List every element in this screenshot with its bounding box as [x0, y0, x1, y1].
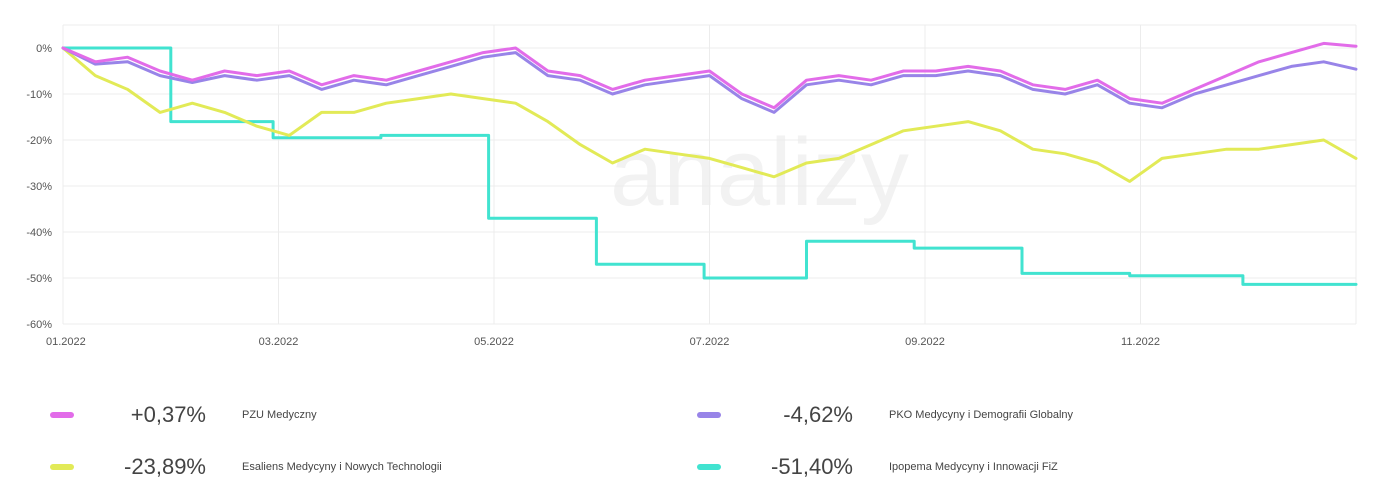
y-tick-label: -20% — [26, 135, 52, 147]
legend-value: -4,62% — [783, 402, 853, 427]
x-tick-label: 07.2022 — [690, 336, 730, 348]
x-tick-label: 01.2022 — [46, 336, 86, 348]
legend-swatch — [50, 464, 74, 470]
x-tick-label: 11.2022 — [1121, 336, 1160, 348]
x-tick-label: 09.2022 — [905, 336, 945, 348]
x-tick-label: 05.2022 — [474, 336, 514, 348]
y-tick-label: -60% — [26, 319, 52, 331]
y-tick-label: 0% — [36, 43, 52, 55]
legend-value: -51,40% — [771, 454, 853, 479]
legend-item-pko[interactable]: -4,62% PKO Medycyny i Demografii Globaln… — [697, 400, 1297, 430]
legend-item-ipopema[interactable]: -51,40% Ipopema Medycyny i Innowacji FiZ — [697, 452, 1297, 482]
line-chart: analizy 0%-10%-20%-30%-40%-50%-60% 01.20… — [26, 24, 1358, 348]
legend-item-esaliens[interactable]: -23,89% Esaliens Medycyny i Nowych Techn… — [50, 452, 650, 482]
legend-swatch — [697, 464, 721, 470]
series-line-3 — [61, 46, 1358, 286]
series-line-2 — [61, 46, 1358, 183]
legend-swatch — [50, 412, 74, 418]
y-tick-label: -40% — [26, 227, 52, 239]
x-tick-label: 03.2022 — [259, 336, 299, 348]
series-line-0 — [61, 41, 1358, 110]
y-tick-label: -50% — [26, 273, 52, 285]
legend-label: PZU Medyczny — [242, 409, 317, 421]
legend-item-pzu[interactable]: +0,37% PZU Medyczny — [50, 400, 650, 430]
y-axis: 0% -10% -20% -30% -40% -50% -60% — [26, 43, 52, 331]
series-line-1 — [61, 46, 1358, 114]
x-axis: 01.2022 03.2022 05.2022 07.2022 09.2022 11.20… — [46, 336, 1160, 348]
legend-value: -23,89% — [124, 454, 206, 479]
chart-series — [61, 41, 1358, 286]
chart-grid — [62, 24, 1357, 325]
legend: +0,37% PZU Medyczny -4,62% PKO Medycyny … — [0, 385, 1383, 495]
y-tick-label: -30% — [26, 181, 52, 193]
legend-label: Ipopema Medycyny i Innowacji FiZ — [889, 461, 1058, 473]
legend-label: Esaliens Medycyny i Nowych Technologii — [242, 461, 442, 473]
legend-value: +0,37% — [130, 402, 206, 427]
y-tick-label: -10% — [26, 89, 52, 101]
legend-swatch — [697, 412, 721, 418]
legend-label: PKO Medycyny i Demografii Globalny — [889, 409, 1074, 421]
